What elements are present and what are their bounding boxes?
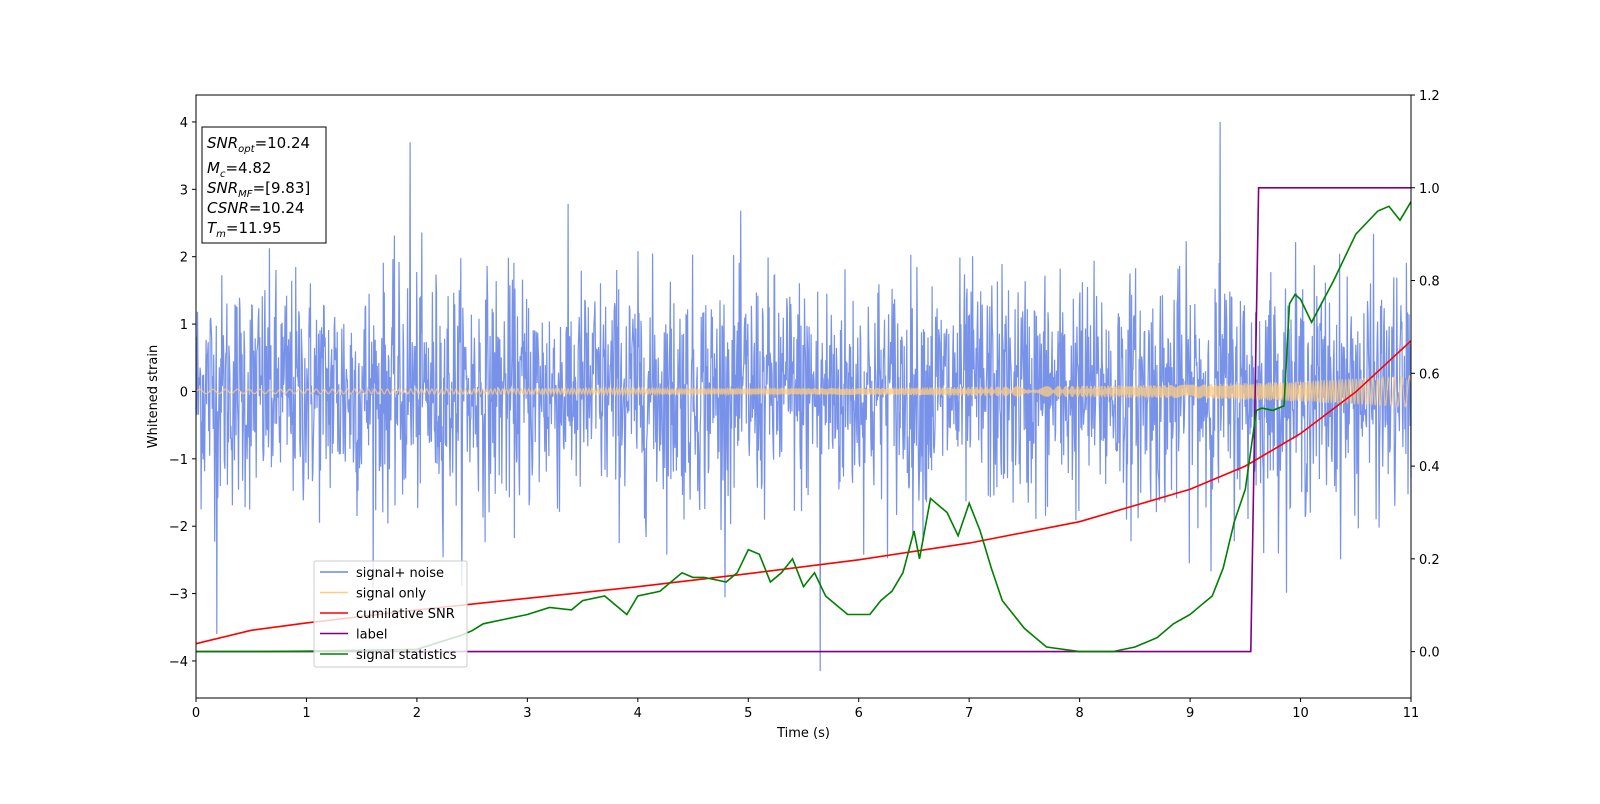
x-tick-label: 9	[1186, 706, 1194, 721]
axes-frame	[195, 94, 1412, 699]
tm-symbol: T	[207, 219, 218, 237]
y2-tick-label: 1.0	[1419, 182, 1440, 197]
annotation-border	[201, 126, 327, 244]
x-tick-label: 5	[744, 706, 752, 721]
x-axis: 0 1 2 3 4 5 6 7 8 9 10 11	[192, 698, 1419, 721]
snr-mf-value: =[9.83]	[253, 179, 311, 197]
snr-mf-symbol: SNR	[207, 179, 238, 197]
x-tick-label: 8	[1075, 706, 1083, 721]
y2-tick-label: 1.2	[1419, 89, 1440, 104]
y-tick-label: −3	[169, 588, 188, 603]
snr-opt-value: =10.24	[255, 134, 311, 152]
x-tick-label: 4	[634, 706, 642, 721]
x-tick-label: 1	[302, 706, 310, 721]
annotation-box: SNRopt=10.24 Mc=4.82 SNRMF=[9.83] CSNR=1…	[201, 126, 327, 244]
legend-label: cumilative SNR	[356, 607, 455, 622]
y2-tick-label: 0.4	[1419, 460, 1440, 475]
mc-subscript: c	[220, 169, 226, 180]
legend: signal+ noise signal only cumilative SNR la…	[313, 560, 468, 668]
x-tick-label: 7	[965, 706, 973, 721]
y2-tick-label: 0.6	[1419, 367, 1440, 382]
y2-tick-label: 0.0	[1419, 646, 1440, 661]
y-tick-label: 1	[180, 318, 188, 333]
legend-label: signal+ noise	[356, 566, 444, 581]
mc-value: =4.82	[225, 159, 271, 177]
legend-label: signal statistics	[356, 648, 457, 663]
annotation-csnr: CSNR=10.24	[207, 199, 304, 217]
series-signal-noise	[195, 121, 1412, 672]
y-axis-right: 0.0 0.2 0.4 0.6 0.8 1.0 1.2	[1411, 89, 1440, 661]
y-tick-label: 3	[180, 183, 188, 198]
y-tick-label: 2	[180, 251, 188, 266]
legend-label: label	[356, 628, 387, 643]
series-signal-only	[195, 374, 1412, 409]
legend-label: signal only	[356, 587, 426, 602]
annotation-snr-mf: SNRMF=[9.83]	[207, 179, 310, 200]
annotation-mc: Mc=4.82	[207, 159, 271, 180]
y-tick-label: −2	[169, 520, 188, 535]
x-tick-label: 3	[523, 706, 531, 721]
csnr-value: =10.24	[249, 199, 305, 217]
csnr-symbol: CSNR	[207, 199, 249, 217]
y2-tick-label: 0.8	[1419, 275, 1440, 290]
snr-mf-subscript: MF	[238, 189, 253, 200]
tm-value: =11.95	[226, 219, 282, 237]
y-axis-left: −4 −3 −2 −1 0 1 2 3 4	[169, 116, 196, 670]
x-axis-label: Time (s)	[776, 726, 830, 741]
series-signal-statistics	[196, 201, 1412, 653]
y-axis-label: Whitened strain	[146, 345, 161, 448]
annotation-snr-opt: SNRopt=10.24	[207, 134, 310, 155]
x-tick-label: 11	[1403, 706, 1420, 721]
y-tick-label: 4	[180, 116, 188, 131]
x-tick-label: 10	[1292, 706, 1309, 721]
legend-box	[313, 560, 468, 668]
snr-opt-subscript: opt	[238, 144, 255, 155]
y-tick-label: 0	[180, 385, 188, 400]
y-tick-label: −1	[169, 453, 188, 468]
annotation-tm: Tm=11.95	[207, 219, 281, 240]
x-tick-label: 0	[192, 706, 200, 721]
y2-tick-label: 0.2	[1419, 553, 1440, 568]
x-tick-label: 6	[855, 706, 863, 721]
snr-opt-symbol: SNR	[207, 134, 238, 152]
mc-symbol: M	[207, 159, 220, 177]
tm-subscript: m	[216, 229, 226, 240]
y-tick-label: −4	[169, 655, 188, 670]
x-tick-label: 2	[413, 706, 421, 721]
